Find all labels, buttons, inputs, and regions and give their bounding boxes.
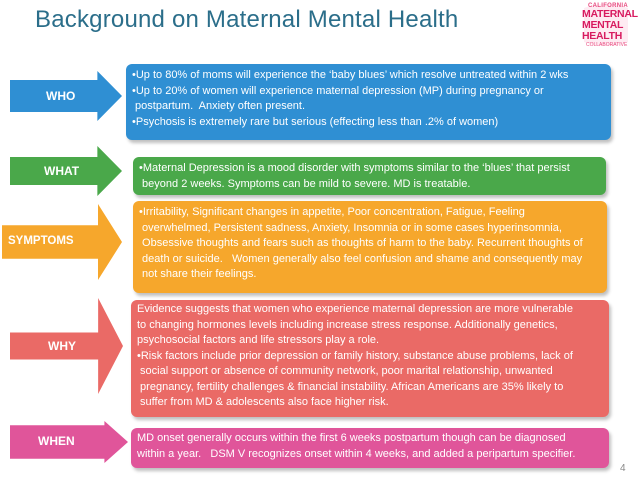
symptoms-box: •Irritability, Significant changes in ap… bbox=[133, 201, 607, 293]
who-line-2: •Up to 20% of women will experience mate… bbox=[132, 84, 544, 97]
who-line-4: •Psychosis is extremely rare but serious… bbox=[132, 115, 499, 128]
symptoms-line-3: Obsessive thoughts and fears such as tho… bbox=[139, 237, 583, 249]
page-title: Background on Maternal Mental Health bbox=[35, 6, 459, 33]
why-line-6: pregnancy, fertility challenges & financ… bbox=[137, 380, 564, 393]
who-line-3: postpartum. Anxiety often present. bbox=[132, 100, 306, 112]
who-label: WHO bbox=[46, 89, 76, 103]
when-box: MD onset generally occurs within the fir… bbox=[131, 428, 609, 468]
logo-line-health: HEALTH bbox=[582, 30, 623, 42]
symptoms-line-2: overwhelmed, Persistent sadness, Anxiety… bbox=[139, 221, 562, 234]
why-box: Evidence suggests that women who experie… bbox=[131, 300, 609, 417]
who-line-1: •Up to 80% of moms will experience the ‘… bbox=[132, 69, 569, 81]
symptoms-line-4: death or suicide. Women generally also f… bbox=[139, 252, 583, 265]
why-line-3: psychosocial factors and life stressors … bbox=[137, 334, 380, 346]
why-line-1: Evidence suggests that women who experie… bbox=[137, 303, 573, 315]
when-label: WHEN bbox=[38, 434, 75, 448]
when-line-1: MD onset generally occurs within the fir… bbox=[137, 432, 566, 444]
page-number: 4 bbox=[620, 463, 626, 474]
what-line-1: •Maternal Depression is a mood disorder … bbox=[139, 162, 570, 174]
why-label: WHY bbox=[48, 339, 76, 353]
why-line-7: suffer from MD & adolescents also face h… bbox=[137, 396, 389, 408]
what-box: •Maternal Depression is a mood disorder … bbox=[133, 157, 606, 195]
organization-logo: CALIFORNIA MATERNAL MENTAL HEALTH COLLAB… bbox=[580, 2, 638, 50]
symptoms-label: SYMPTOMS bbox=[8, 235, 74, 247]
when-arrow bbox=[10, 421, 128, 463]
why-line-2: to changing hormones levels including in… bbox=[137, 318, 558, 331]
what-line-2: beyond 2 weeks. Symptoms can be mild to … bbox=[139, 177, 471, 190]
symptoms-line-1: •Irritability, Significant changes in ap… bbox=[139, 206, 525, 218]
why-line-4: •Risk factors include prior depression o… bbox=[137, 349, 573, 362]
symptoms-line-5: not share their feelings. bbox=[139, 268, 257, 280]
logo-line-mental: MENTAL bbox=[582, 19, 624, 31]
logo-line-state: CALIFORNIA bbox=[588, 3, 628, 9]
logo-line-maternal: MATERNAL bbox=[582, 8, 638, 20]
who-box: •Up to 80% of moms will experience the ‘… bbox=[126, 64, 611, 140]
when-line-2: within a year. DSM V recognizes onset wi… bbox=[137, 447, 576, 460]
what-label: WHAT bbox=[44, 164, 80, 178]
logo-line-collaborative: COLLABORATIVE bbox=[586, 42, 628, 48]
why-line-5: social support or absence of community n… bbox=[137, 365, 553, 377]
